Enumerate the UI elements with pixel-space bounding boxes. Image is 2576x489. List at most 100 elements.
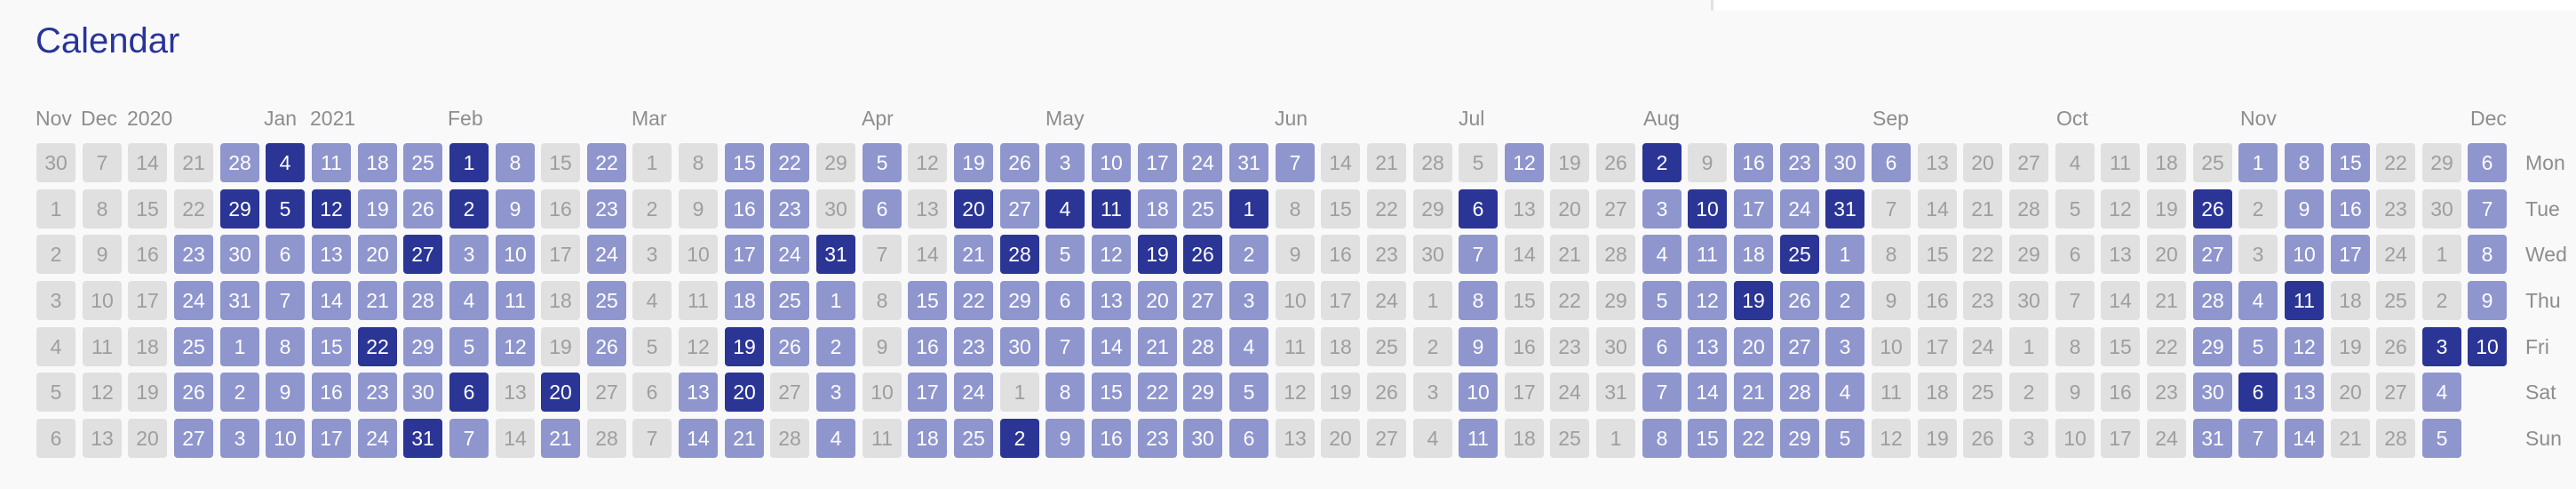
day-cell-tue[interactable]: 1: [36, 189, 76, 228]
day-cell-tue[interactable]: 19: [358, 189, 397, 228]
day-cell-thu[interactable]: 24: [1367, 281, 1406, 320]
day-cell-sun[interactable]: 11: [863, 419, 902, 458]
day-cell-sat[interactable]: 20: [2331, 373, 2370, 412]
day-cell-sat[interactable]: 12: [1276, 373, 1315, 412]
day-cell-mon[interactable]: 4: [2055, 143, 2095, 182]
day-cell-wed[interactable]: 8: [2468, 235, 2507, 274]
day-cell-sat[interactable]: 23: [2147, 373, 2186, 412]
day-cell-thu[interactable]: 18: [541, 281, 580, 320]
day-cell-wed[interactable]: 17: [541, 235, 580, 274]
day-cell-fri[interactable]: 9: [863, 327, 902, 366]
day-cell-wed[interactable]: 30: [1413, 235, 1452, 274]
day-cell-fri[interactable]: 18: [128, 327, 167, 366]
day-cell-fri[interactable]: 4: [1229, 327, 1268, 366]
day-cell-thu[interactable]: 17: [128, 281, 167, 320]
day-cell-mon[interactable]: 19: [954, 143, 993, 182]
day-cell-thu[interactable]: 22: [954, 281, 993, 320]
day-cell-wed[interactable]: 21: [954, 235, 993, 274]
day-cell-tue[interactable]: 10: [1688, 189, 1727, 228]
day-cell-sun[interactable]: 28: [2376, 419, 2415, 458]
day-cell-sun[interactable]: 31: [403, 419, 442, 458]
day-cell-mon[interactable]: 14: [1321, 143, 1360, 182]
day-cell-sun[interactable]: 10: [2055, 419, 2095, 458]
day-cell-wed[interactable]: 2: [1229, 235, 1268, 274]
day-cell-wed[interactable]: 24: [587, 235, 626, 274]
day-cell-tue[interactable]: 7: [1872, 189, 1911, 228]
day-cell-tue[interactable]: 9: [679, 189, 718, 228]
day-cell-wed[interactable]: 14: [908, 235, 947, 274]
day-cell-wed[interactable]: 1: [2422, 235, 2461, 274]
day-cell-thu[interactable]: 26: [1780, 281, 1819, 320]
day-cell-fri[interactable]: 8: [266, 327, 305, 366]
day-cell-fri[interactable]: 1: [2009, 327, 2048, 366]
day-cell-tue[interactable]: 9: [496, 189, 535, 228]
day-cell-tue[interactable]: 16: [541, 189, 580, 228]
day-cell-mon[interactable]: 1: [632, 143, 672, 182]
day-cell-sun[interactable]: 28: [770, 419, 809, 458]
day-cell-mon[interactable]: 24: [1183, 143, 1222, 182]
day-cell-thu[interactable]: 17: [1321, 281, 1360, 320]
day-cell-wed[interactable]: 9: [1276, 235, 1315, 274]
day-cell-thu[interactable]: 5: [1642, 281, 1682, 320]
day-cell-fri[interactable]: 17: [1918, 327, 1957, 366]
day-cell-mon[interactable]: 26: [1596, 143, 1635, 182]
day-cell-sun[interactable]: 7: [449, 419, 489, 458]
day-cell-mon[interactable]: 1: [2238, 143, 2278, 182]
day-cell-thu[interactable]: 3: [1229, 281, 1268, 320]
day-cell-wed[interactable]: 10: [2285, 235, 2324, 274]
day-cell-sun[interactable]: 16: [1092, 419, 1131, 458]
day-cell-fri[interactable]: 13: [1688, 327, 1727, 366]
day-cell-mon[interactable]: 8: [496, 143, 535, 182]
day-cell-sat[interactable]: 30: [403, 373, 442, 412]
day-cell-mon[interactable]: 23: [1780, 143, 1819, 182]
day-cell-thu[interactable]: 21: [2147, 281, 2186, 320]
day-cell-thu[interactable]: 29: [1000, 281, 1039, 320]
day-cell-thu[interactable]: 1: [816, 281, 855, 320]
day-cell-sat[interactable]: 5: [36, 373, 76, 412]
day-cell-tue[interactable]: 22: [1367, 189, 1406, 228]
day-cell-fri[interactable]: 16: [1505, 327, 1544, 366]
day-cell-mon[interactable]: 8: [2285, 143, 2324, 182]
day-cell-mon[interactable]: 7: [1276, 143, 1315, 182]
day-cell-sun[interactable]: 17: [2101, 419, 2140, 458]
day-cell-mon[interactable]: 22: [587, 143, 626, 182]
day-cell-wed[interactable]: 30: [220, 235, 259, 274]
day-cell-fri[interactable]: 30: [1000, 327, 1039, 366]
day-cell-fri[interactable]: 1: [220, 327, 259, 366]
day-cell-thu[interactable]: 18: [725, 281, 764, 320]
day-cell-sun[interactable]: 21: [725, 419, 764, 458]
day-cell-tue[interactable]: 8: [1276, 189, 1315, 228]
day-cell-wed[interactable]: 25: [1780, 235, 1819, 274]
day-cell-thu[interactable]: 7: [2055, 281, 2095, 320]
day-cell-mon[interactable]: 12: [1505, 143, 1544, 182]
day-cell-mon[interactable]: 1: [449, 143, 489, 182]
day-cell-thu[interactable]: 25: [2376, 281, 2415, 320]
day-cell-fri[interactable]: 15: [2101, 327, 2140, 366]
day-cell-fri[interactable]: 19: [725, 327, 764, 366]
day-cell-fri[interactable]: 27: [1780, 327, 1819, 366]
day-cell-thu[interactable]: 11: [2285, 281, 2324, 320]
day-cell-sun[interactable]: 4: [816, 419, 855, 458]
day-cell-mon[interactable]: 18: [358, 143, 397, 182]
day-cell-thu[interactable]: 24: [174, 281, 213, 320]
day-cell-tue[interactable]: 7: [2468, 189, 2507, 228]
day-cell-sat[interactable]: 5: [1229, 373, 1268, 412]
day-cell-mon[interactable]: 5: [863, 143, 902, 182]
day-cell-sat[interactable]: 27: [2376, 373, 2415, 412]
day-cell-wed[interactable]: 26: [1183, 235, 1222, 274]
day-cell-thu[interactable]: 12: [1688, 281, 1727, 320]
day-cell-wed[interactable]: 7: [863, 235, 902, 274]
day-cell-sun[interactable]: 13: [1276, 419, 1315, 458]
day-cell-wed[interactable]: 17: [725, 235, 764, 274]
day-cell-tue[interactable]: 29: [1413, 189, 1452, 228]
day-cell-mon[interactable]: 17: [1138, 143, 1177, 182]
day-cell-mon[interactable]: 11: [312, 143, 351, 182]
day-cell-wed[interactable]: 3: [449, 235, 489, 274]
day-cell-sun[interactable]: 15: [1688, 419, 1727, 458]
day-cell-fri[interactable]: 12: [496, 327, 535, 366]
day-cell-wed[interactable]: 5: [1046, 235, 1085, 274]
day-cell-sat[interactable]: 6: [2238, 373, 2278, 412]
day-cell-fri[interactable]: 22: [2147, 327, 2186, 366]
day-cell-tue[interactable]: 2: [449, 189, 489, 228]
day-cell-sat[interactable]: 17: [1505, 373, 1544, 412]
